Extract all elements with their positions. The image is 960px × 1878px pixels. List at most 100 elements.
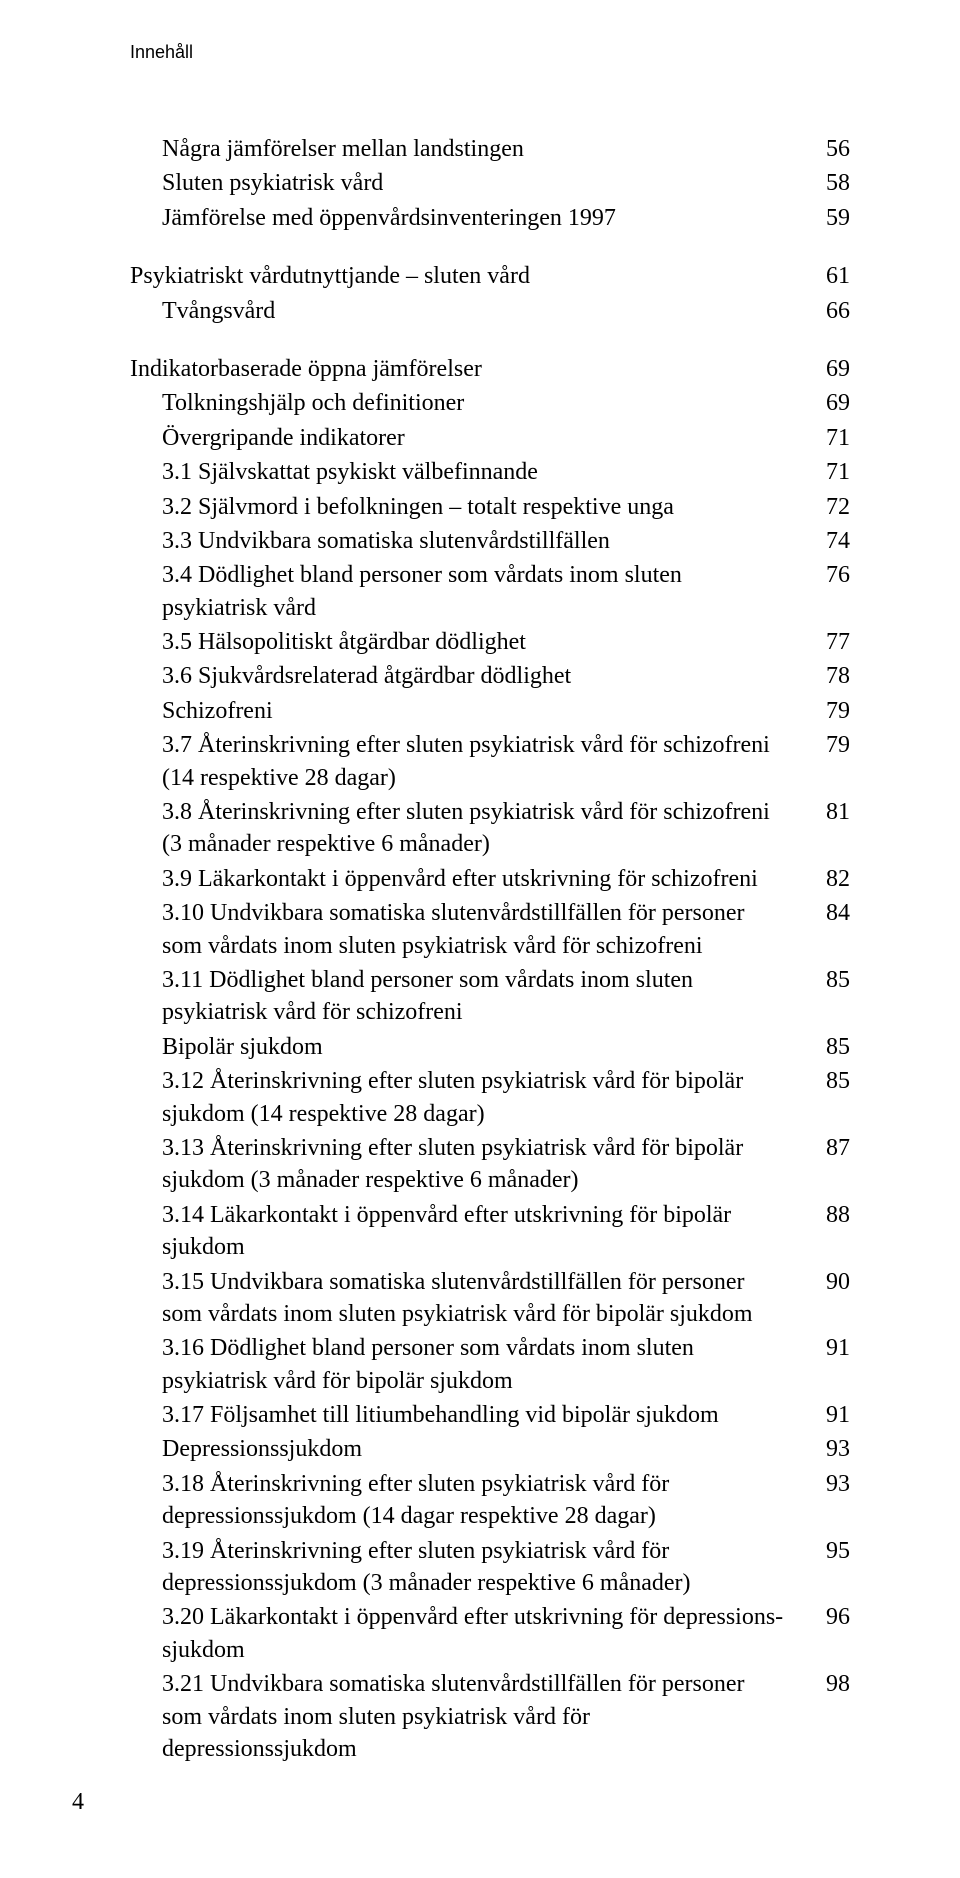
toc-entry-page: 84 [802, 897, 850, 929]
toc-entry-label: Psykiatriskt vårdutnyttjande – sluten vå… [130, 260, 802, 292]
toc-entry-page: 61 [802, 260, 850, 292]
toc-row: Några jämförelser mellan landstingen56 [130, 133, 850, 165]
toc-entry-label: Sluten psykiatrisk vård [130, 167, 802, 199]
toc-entry-page: 74 [802, 525, 850, 557]
toc-row: 3.1 Självskattat psykiskt välbefinnande7… [130, 456, 850, 488]
toc-entry-label: 3.8 Återinskrivning efter sluten psykiat… [130, 796, 802, 861]
toc-row: Bipolär sjukdom85 [130, 1031, 850, 1063]
toc-entry-page: 91 [802, 1399, 850, 1431]
toc-row: Psykiatriskt vårdutnyttjande – sluten vå… [130, 260, 850, 292]
toc-entry-label: Några jämförelser mellan landstingen [130, 133, 802, 165]
toc-row: 3.14 Läkarkontakt i öppenvård efter utsk… [130, 1199, 850, 1264]
table-of-contents: Några jämförelser mellan landstingen56Sl… [130, 133, 850, 1765]
toc-entry-label: Depressionssjukdom [130, 1433, 802, 1465]
toc-entry-label: Indikatorbaserade öppna jämförelser [130, 353, 802, 385]
toc-entry-page: 95 [802, 1535, 850, 1567]
toc-row: 3.18 Återinskrivning efter sluten psykia… [130, 1468, 850, 1533]
toc-entry-page: 91 [802, 1332, 850, 1364]
running-head: Innehåll [130, 42, 850, 63]
toc-entry-label: 3.17 Följsamhet till litiumbehandling vi… [130, 1399, 802, 1431]
toc-row: 3.20 Läkarkontakt i öppenvård efter utsk… [130, 1601, 850, 1666]
toc-entry-page: 81 [802, 796, 850, 828]
toc-entry-label: Övergripande indikatorer [130, 422, 802, 454]
toc-row: 3.13 Återinskrivning efter sluten psykia… [130, 1132, 850, 1197]
toc-row: 3.5 Hälsopolitiskt åtgärdbar dödlighet77 [130, 626, 850, 658]
toc-entry-page: 77 [802, 626, 850, 658]
toc-entry-page: 85 [802, 1065, 850, 1097]
toc-entry-page: 72 [802, 491, 850, 523]
toc-entry-label: 3.21 Undvikbara somatiska slutenvårdstil… [130, 1668, 802, 1765]
toc-entry-label: 3.6 Sjukvårdsrelaterad åtgärdbar dödligh… [130, 660, 802, 692]
toc-row: 3.16 Dödlighet bland personer som vårdat… [130, 1332, 850, 1397]
toc-entry-page: 96 [802, 1601, 850, 1633]
toc-entry-page: 71 [802, 422, 850, 454]
toc-entry-label: 3.11 Dödlighet bland personer som vårdat… [130, 964, 802, 1029]
toc-row: 3.3 Undvikbara somatiska slutenvårdstill… [130, 525, 850, 557]
toc-row: 3.10 Undvikbara somatiska slutenvårdstil… [130, 897, 850, 962]
toc-entry-page: 85 [802, 964, 850, 996]
toc-entry-page: 69 [802, 387, 850, 419]
toc-entry-page: 76 [802, 559, 850, 591]
toc-entry-label: 3.15 Undvikbara somatiska slutenvårdstil… [130, 1266, 802, 1331]
toc-row: 3.9 Läkarkontakt i öppenvård efter utskr… [130, 863, 850, 895]
toc-row: 3.2 Självmord i befolkningen – totalt re… [130, 491, 850, 523]
toc-entry-label: 3.20 Läkarkontakt i öppenvård efter utsk… [130, 1601, 802, 1666]
toc-row: Tolkningshjälp och definitioner69 [130, 387, 850, 419]
toc-row: 3.8 Återinskrivning efter sluten psykiat… [130, 796, 850, 861]
toc-entry-label: 3.14 Läkarkontakt i öppenvård efter utsk… [130, 1199, 802, 1264]
page-number: 4 [72, 1789, 84, 1816]
toc-entry-page: 66 [802, 295, 850, 327]
toc-entry-label: Tvångsvård [130, 295, 802, 327]
toc-row: Depressionssjukdom93 [130, 1433, 850, 1465]
toc-row: 3.19 Återinskrivning efter sluten psykia… [130, 1535, 850, 1600]
toc-row: Övergripande indikatorer71 [130, 422, 850, 454]
toc-entry-label: 3.2 Självmord i befolkningen – totalt re… [130, 491, 802, 523]
toc-entry-page: 79 [802, 695, 850, 727]
toc-entry-page: 59 [802, 202, 850, 234]
toc-entry-label: 3.9 Läkarkontakt i öppenvård efter utskr… [130, 863, 802, 895]
toc-row: 3.7 Återinskrivning efter sluten psykiat… [130, 729, 850, 794]
toc-row: 3.6 Sjukvårdsrelaterad åtgärdbar dödligh… [130, 660, 850, 692]
toc-entry-page: 78 [802, 660, 850, 692]
toc-row: Schizofreni79 [130, 695, 850, 727]
toc-entry-page: 85 [802, 1031, 850, 1063]
toc-entry-page: 79 [802, 729, 850, 761]
toc-entry-label: 3.13 Återinskrivning efter sluten psykia… [130, 1132, 802, 1197]
toc-entry-label: Jämförelse med öppenvårdsinventeringen 1… [130, 202, 802, 234]
toc-row: Tvångsvård66 [130, 295, 850, 327]
toc-entry-page: 56 [802, 133, 850, 165]
toc-row: 3.15 Undvikbara somatiska slutenvårdstil… [130, 1266, 850, 1331]
toc-entry-page: 93 [802, 1468, 850, 1500]
toc-entry-label: 3.7 Återinskrivning efter sluten psykiat… [130, 729, 802, 794]
toc-entry-page: 98 [802, 1668, 850, 1700]
toc-entry-label: 3.10 Undvikbara somatiska slutenvårdstil… [130, 897, 802, 962]
toc-entry-label: 3.5 Hälsopolitiskt åtgärdbar dödlighet [130, 626, 802, 658]
toc-entry-label: 3.4 Dödlighet bland personer som vårdats… [130, 559, 802, 624]
toc-row: 3.12 Återinskrivning efter sluten psykia… [130, 1065, 850, 1130]
toc-entry-page: 82 [802, 863, 850, 895]
toc-row: Sluten psykiatrisk vård58 [130, 167, 850, 199]
toc-row: 3.21 Undvikbara somatiska slutenvårdstil… [130, 1668, 850, 1765]
toc-entry-page: 90 [802, 1266, 850, 1298]
toc-row: Jämförelse med öppenvårdsinventeringen 1… [130, 202, 850, 234]
toc-entry-page: 58 [802, 167, 850, 199]
toc-entry-page: 87 [802, 1132, 850, 1164]
toc-entry-label: 3.3 Undvikbara somatiska slutenvårdstill… [130, 525, 802, 557]
toc-entry-page: 69 [802, 353, 850, 385]
toc-entry-label: 3.1 Självskattat psykiskt välbefinnande [130, 456, 802, 488]
page: Innehåll Några jämförelser mellan landst… [0, 0, 960, 1878]
toc-entry-label: Tolkningshjälp och definitioner [130, 387, 802, 419]
toc-entry-label: 3.18 Återinskrivning efter sluten psykia… [130, 1468, 802, 1533]
toc-row: 3.4 Dödlighet bland personer som vårdats… [130, 559, 850, 624]
toc-entry-label: Schizofreni [130, 695, 802, 727]
toc-entry-page: 93 [802, 1433, 850, 1465]
toc-entry-label: 3.16 Dödlighet bland personer som vårdat… [130, 1332, 802, 1397]
toc-row: Indikatorbaserade öppna jämförelser69 [130, 353, 850, 385]
toc-entry-label: Bipolär sjukdom [130, 1031, 802, 1063]
toc-entry-label: 3.19 Återinskrivning efter sluten psykia… [130, 1535, 802, 1600]
toc-entry-page: 71 [802, 456, 850, 488]
toc-entry-page: 88 [802, 1199, 850, 1231]
toc-row: 3.11 Dödlighet bland personer som vårdat… [130, 964, 850, 1029]
toc-row: 3.17 Följsamhet till litiumbehandling vi… [130, 1399, 850, 1431]
toc-entry-label: 3.12 Återinskrivning efter sluten psykia… [130, 1065, 802, 1130]
